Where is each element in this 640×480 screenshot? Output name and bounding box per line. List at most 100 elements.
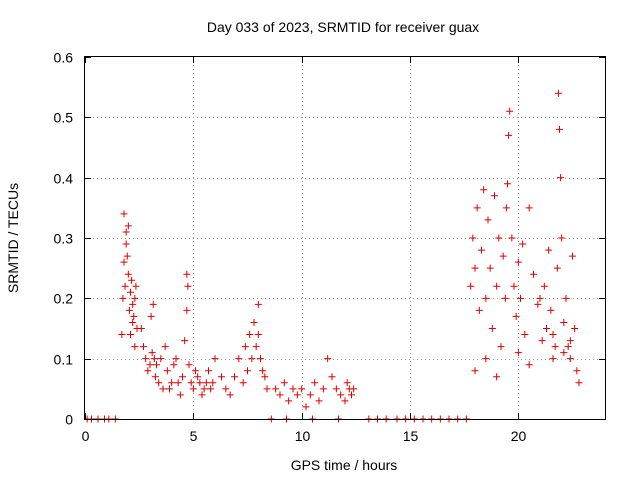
data-point [252, 343, 260, 351]
data-point [506, 107, 514, 115]
data-point [254, 300, 262, 308]
data-point [285, 397, 293, 405]
data-point [562, 294, 570, 302]
data-point [306, 391, 314, 399]
data-point [337, 391, 345, 399]
data-point [571, 325, 579, 332]
data-point [514, 258, 522, 266]
data-point [185, 361, 193, 369]
data-point [131, 343, 139, 351]
data-point [250, 318, 258, 326]
data-point [471, 264, 479, 272]
data-point [120, 210, 128, 218]
data-point [142, 355, 150, 363]
data-point [328, 373, 336, 381]
data-point [120, 258, 128, 266]
data-point [137, 325, 145, 332]
data-point [192, 367, 199, 375]
data-point [501, 294, 509, 302]
data-point [315, 397, 323, 405]
data-point [502, 204, 510, 212]
data-point [179, 373, 186, 381]
data-point [122, 240, 130, 248]
data-point [551, 343, 559, 351]
data-point [549, 331, 557, 339]
data-point [168, 379, 176, 387]
data-point [140, 343, 147, 351]
data-point [350, 385, 358, 393]
data-point [119, 294, 127, 302]
data-point [547, 306, 555, 314]
data-point [557, 174, 565, 182]
data-point [257, 355, 264, 363]
data-point [244, 367, 251, 375]
data-point [124, 222, 132, 230]
x-tick-label: 5 [190, 428, 198, 444]
chart-title: Day 033 of 2023, SRMTID for receiver gua… [207, 19, 479, 35]
data-point [505, 131, 513, 139]
data-point [218, 373, 225, 381]
data-point [566, 337, 574, 345]
data-point [184, 282, 192, 290]
x-tick-label: 20 [511, 428, 527, 444]
data-point [553, 264, 561, 272]
data-point [121, 282, 129, 290]
data-point [521, 331, 529, 339]
data-point [187, 379, 195, 387]
tick-labels: 0 5 10 15 20 0 0.1 0.2 0.3 0.4 0.5 0.6 [54, 50, 527, 445]
data-point [276, 391, 284, 399]
data-points [83, 89, 583, 423]
data-point [144, 367, 152, 375]
data-point [122, 228, 130, 236]
data-point [132, 282, 140, 290]
data-point [467, 282, 475, 290]
data-point [332, 385, 340, 393]
data-point [519, 240, 527, 248]
data-point [254, 331, 262, 339]
data-point [148, 349, 156, 357]
data-point [560, 318, 568, 326]
data-point [127, 331, 134, 339]
data-point [566, 355, 574, 363]
data-point [189, 385, 197, 393]
data-point [530, 270, 537, 278]
data-point [263, 385, 271, 393]
data-point [118, 331, 126, 339]
y-axis-title: SRMTID / TECUs [5, 183, 21, 293]
data-point [183, 306, 191, 314]
x-tick-label: 15 [403, 428, 419, 444]
y-tick-label: 0.3 [54, 231, 74, 247]
data-point [128, 276, 136, 284]
data-point [545, 246, 553, 254]
data-point [205, 367, 212, 375]
data-point [543, 325, 550, 332]
data-point [157, 355, 165, 363]
y-tick-label: 0.6 [54, 50, 74, 66]
data-point [127, 288, 134, 296]
data-point [280, 379, 288, 387]
data-point [514, 349, 522, 357]
data-point [159, 385, 167, 393]
data-point [293, 391, 301, 399]
data-point [475, 306, 483, 314]
data-point [209, 379, 217, 387]
data-point [556, 125, 563, 133]
data-point [161, 343, 169, 351]
data-point [196, 379, 204, 387]
data-point [166, 385, 173, 393]
axis-ticks [85, 57, 605, 420]
data-point [194, 373, 202, 381]
data-point [512, 312, 520, 320]
data-point [482, 355, 490, 363]
data-point [525, 204, 533, 212]
data-point [163, 367, 171, 375]
data-point [302, 403, 310, 411]
data-point [170, 361, 178, 369]
data-point [174, 379, 182, 387]
data-point [508, 234, 516, 242]
data-point [493, 282, 501, 290]
grid [85, 57, 605, 419]
y-tick-label: 0 [65, 412, 73, 428]
data-point [510, 282, 518, 290]
y-tick-label: 0.4 [54, 171, 74, 187]
